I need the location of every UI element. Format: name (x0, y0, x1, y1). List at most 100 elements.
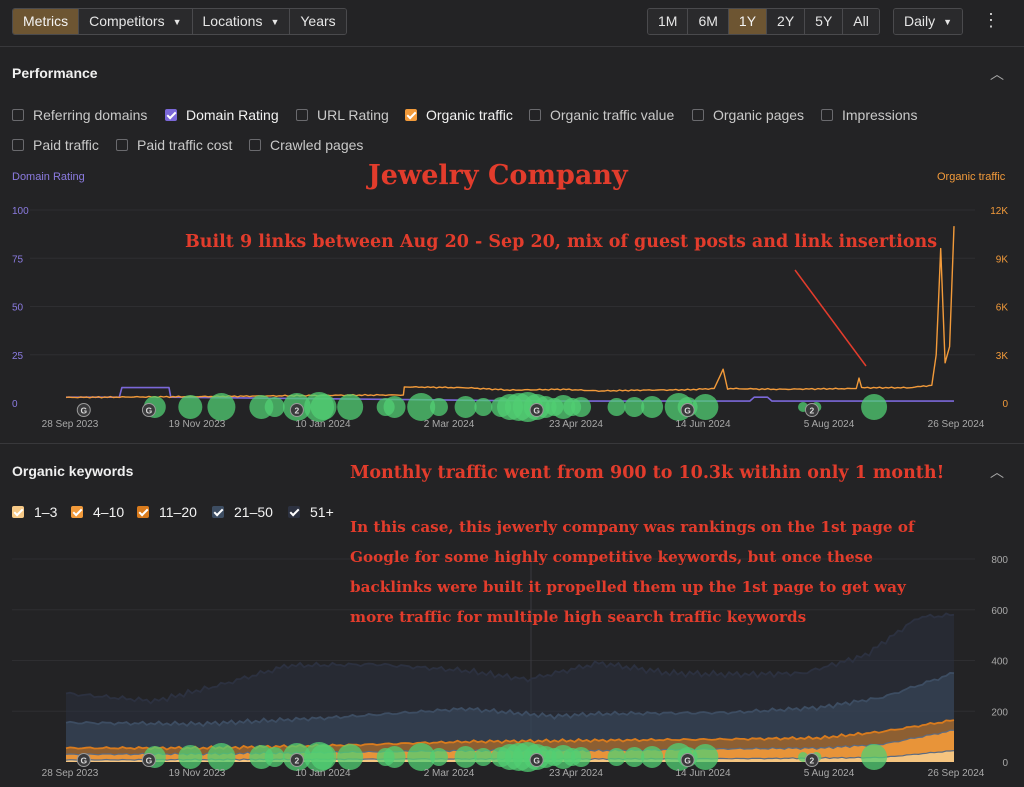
performance-title: Performance (12, 65, 98, 81)
x-tick-label: 28 Sep 2023 (42, 768, 99, 779)
interval-dropdown[interactable]: Daily ▼ (893, 8, 964, 35)
checkbox-checked-icon (137, 506, 149, 518)
tab-locations[interactable]: Locations ▼ (192, 9, 291, 34)
annotation-marker-icon (429, 398, 448, 416)
metric-checkbox-paid-traffic-cost[interactable]: Paid traffic cost (116, 137, 232, 153)
x-tick-label: 10 Jan 2024 (295, 768, 350, 779)
bucket-checkbox-4-10[interactable]: 4–10 (71, 504, 124, 520)
series-line-21-50 (65, 671, 955, 728)
count-marker-icon (289, 753, 304, 767)
toolbar: Metrics Competitors ▼ Locations ▼ Years 1M… (0, 0, 1024, 44)
x-tick-label: 23 Apr 2024 (549, 768, 603, 779)
annotation-marker-icon (207, 743, 236, 771)
metric-label: Paid traffic cost (137, 137, 233, 153)
body-line: more traffic for multiple high search tr… (350, 608, 807, 626)
bucket-checkbox-21-50[interactable]: 21–50 (212, 504, 273, 520)
google-marker-label: G (80, 406, 87, 416)
y-right-tick: 12K (990, 206, 1008, 217)
bucket-label: 21–50 (234, 504, 273, 520)
annotation-marker-icon (474, 748, 493, 766)
metric-checkbox-impressions[interactable]: Impressions (821, 107, 917, 123)
count-marker-label: 2 (295, 756, 300, 766)
count-marker-icon (289, 403, 304, 417)
body-annotation: In this case, this jewerly company was r… (350, 512, 915, 632)
divider (0, 443, 1024, 444)
y-right-tick: 9K (996, 254, 1009, 265)
annotation-marker-icon (641, 746, 664, 768)
range-1m[interactable]: 1M (648, 9, 689, 34)
metric-checkbox-organic-traffic[interactable]: Organic traffic (405, 107, 513, 123)
checkbox-empty-icon (12, 139, 24, 151)
annotation-marker-icon (264, 747, 285, 767)
x-tick-label: 28 Sep 2023 (42, 419, 99, 430)
metric-checkbox-organic-traffic-value[interactable]: Organic traffic value (529, 107, 674, 123)
metric-checkbox-url-rating[interactable]: URL Rating (296, 107, 389, 123)
y-right-tick: 600 (991, 606, 1008, 617)
chevron-down-icon: ▼ (172, 17, 182, 27)
range-1y[interactable]: 1Y (728, 9, 768, 34)
tab-metrics[interactable]: Metrics (13, 9, 80, 34)
checkbox-empty-icon (116, 139, 128, 151)
checkbox-checked-icon (165, 109, 177, 121)
annotation-marker-icon (178, 745, 203, 769)
google-marker-label: G (684, 406, 691, 416)
chevron-up-icon[interactable]: ︿ (990, 66, 1004, 82)
bucket-label: 51+ (310, 504, 334, 520)
y-right-tick: 400 (991, 657, 1008, 668)
x-tick-label: 23 Apr 2024 (549, 419, 603, 430)
chevron-up-icon[interactable]: ︿ (990, 464, 1004, 480)
interval-label: Daily ▼ (894, 9, 963, 34)
metric-checkbox-organic-pages[interactable]: Organic pages (692, 107, 804, 123)
google-update-icon (76, 403, 91, 417)
range-5y[interactable]: 5Y (805, 9, 844, 34)
view-tabs: Metrics Competitors ▼ Locations ▼ Years (12, 8, 347, 35)
bucket-checkbox-11-20[interactable]: 11–20 (137, 504, 197, 520)
range-6m[interactable]: 6M (688, 9, 729, 34)
traffic-annotation: Monthly traffic went from 900 to 10.3k w… (350, 463, 945, 483)
annotation-marker-icon (571, 397, 592, 417)
y-left-tick: 25 (12, 351, 24, 362)
annotation-marker-icon (641, 396, 664, 418)
annotation-marker-icon (264, 397, 285, 417)
metric-checkbox-paid-traffic[interactable]: Paid traffic (12, 137, 99, 153)
metric-checkbox-crawled-pages[interactable]: Crawled pages (249, 137, 363, 153)
checkbox-checked-icon (212, 506, 224, 518)
google-update-icon (529, 403, 544, 417)
google-update-icon (680, 753, 695, 767)
annotation-marker-icon (454, 396, 477, 418)
annotation-marker-icon (607, 398, 626, 416)
bucket-checkbox-1-3[interactable]: 1–3 (12, 504, 57, 520)
y-right-tick: 3K (996, 351, 1009, 362)
checkbox-checked-icon (12, 506, 24, 518)
range-selector: 1M 6M 1Y 2Y 5Y All (647, 8, 880, 35)
series-line-51 (65, 612, 955, 705)
range-2y[interactable]: 2Y (767, 9, 806, 34)
metric-label: Organic pages (713, 107, 805, 123)
x-tick-label: 19 Nov 2023 (169, 419, 226, 430)
metric-label: Organic traffic (426, 107, 513, 123)
body-line: backlinks were built it propelled them u… (350, 578, 906, 596)
count-marker-label: 2 (810, 756, 815, 766)
x-tick-label: 10 Jan 2024 (295, 419, 350, 430)
checkbox-checked-icon (405, 109, 417, 121)
annotation-marker-icon (624, 747, 645, 767)
tab-competitors[interactable]: Competitors ▼ (79, 9, 193, 34)
count-marker-icon (804, 753, 819, 767)
annotation-marker-icon (624, 397, 645, 417)
range-all[interactable]: All (843, 9, 879, 34)
bucket-checkbox-51[interactable]: 51+ (288, 504, 334, 520)
bucket-label: 4–10 (93, 504, 125, 520)
y-left-tick: 100 (12, 206, 29, 217)
bucket-label: 11–20 (159, 504, 197, 520)
more-options-icon[interactable]: ⋮ (982, 10, 1000, 30)
arrow-icon (794, 269, 867, 367)
metric-checkbox-domain-rating[interactable]: Domain Rating (165, 107, 279, 123)
google-update-icon (76, 753, 91, 767)
x-tick-label: 5 Aug 2024 (804, 419, 855, 430)
metric-checkbox-referring-domains[interactable]: Referring domains (12, 107, 147, 123)
right-axis-title: Organic traffic (937, 171, 1006, 183)
bucket-label: 1–3 (34, 504, 58, 520)
tab-years[interactable]: Years (290, 9, 346, 34)
y-left-tick: 50 (12, 303, 24, 314)
metric-label: Crawled pages (270, 137, 364, 153)
